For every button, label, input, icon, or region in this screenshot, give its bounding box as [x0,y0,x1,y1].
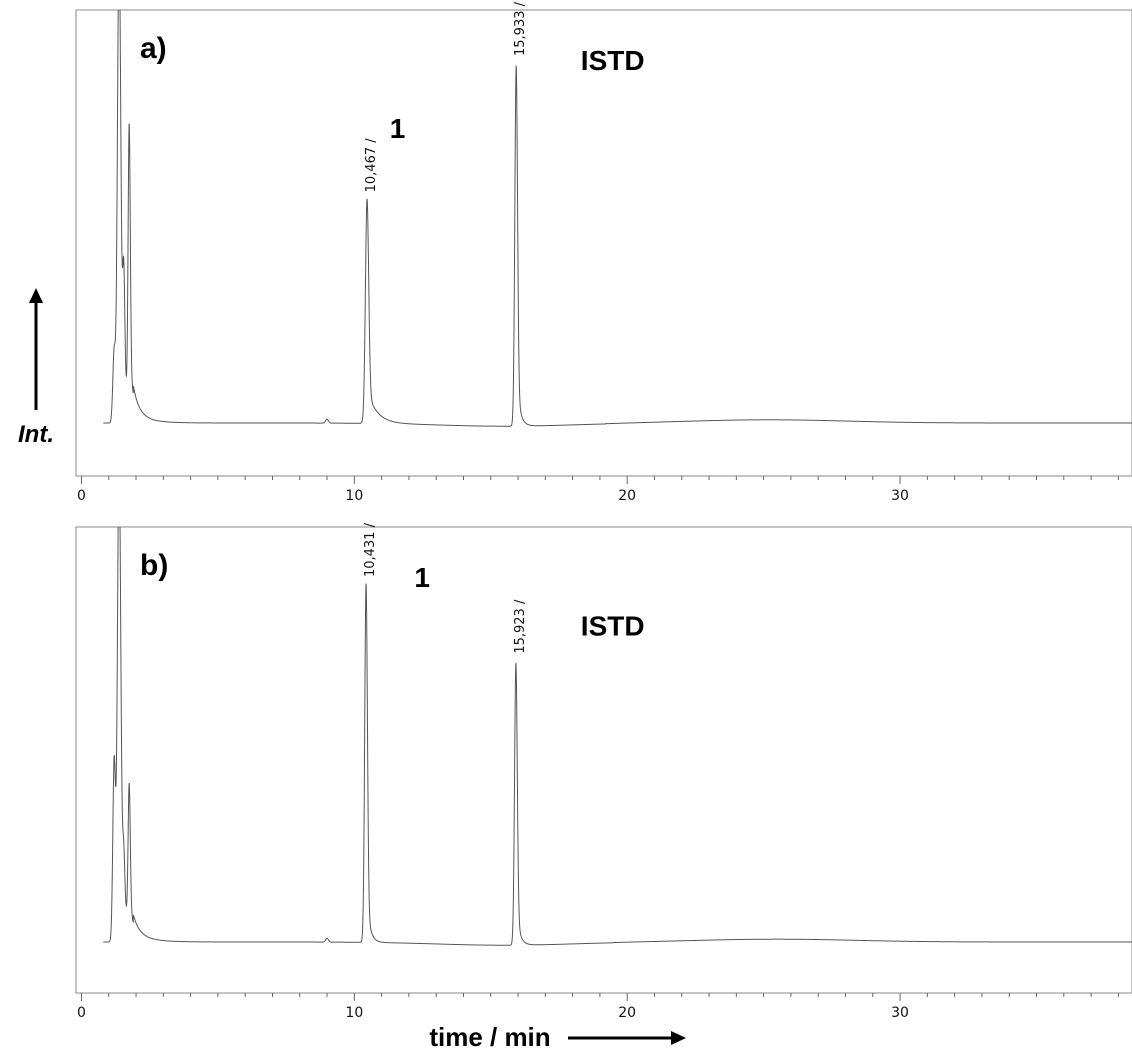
chromatogram-trace-b [103,527,1132,946]
y-arrowhead-icon [29,288,43,303]
peak-compound-label: 1 [414,562,430,593]
peak-compound-label: ISTD [581,610,645,641]
x-tick-label: 20 [618,488,636,504]
y-axis-label-group: Int. [18,288,54,448]
x-tick-label: 10 [345,488,363,504]
x-tick-label: 0 [77,1005,86,1021]
x-tick-label: 30 [891,1005,909,1021]
x-tick-label: 10 [345,1005,363,1021]
x-axis-ticks-a: 0 10 20 30 [77,476,1119,504]
chromatogram-trace-a [103,10,1132,427]
peak-annotations-b: 10,431 / 15,923 / 1 ISTD [363,522,645,653]
x-tick-label: 0 [77,488,86,504]
peak-rt-label: 15,923 / [513,599,528,654]
panel-label-a: a) [140,32,167,65]
peak-compound-label: 1 [390,113,406,144]
plot-frame-a [75,9,1132,477]
panel-b: 0 10 20 30 b) 10,431 / 15,923 / 1 ISTD [75,522,1132,1021]
plot-frame-b [75,526,1132,994]
x-axis-label-group: time / min [429,1022,686,1052]
x-tick-label: 30 [891,488,909,504]
peak-rt-label: 15,933 / [513,1,528,56]
peak-rt-label: 10,467 / [364,138,379,193]
x-axis-label: time / min [429,1022,550,1052]
x-axis-ticks-b: 0 10 20 30 [77,993,1119,1021]
y-axis-label: Int. [18,421,54,448]
panel-label-b: b) [140,549,168,582]
peak-annotations-a: 10,467 / 15,933 / 1 ISTD [364,1,645,192]
panel-a: 0 10 20 30 a) 10,467 / 15,933 / 1 ISTD [75,1,1132,504]
x-arrowhead-icon [671,1031,686,1045]
peak-compound-label: ISTD [581,45,645,76]
x-tick-label: 20 [618,1005,636,1021]
peak-rt-label: 10,431 / [363,522,378,577]
